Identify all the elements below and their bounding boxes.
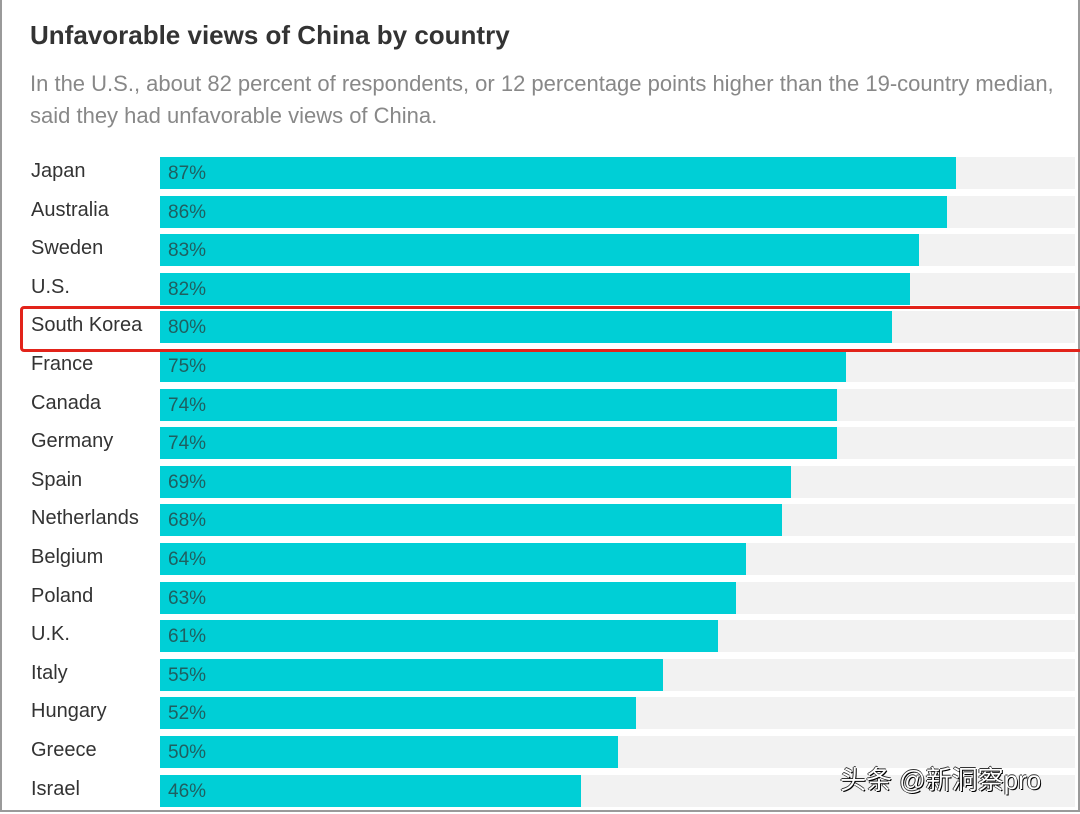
category-label: U.S.	[31, 275, 70, 298]
bar-row: South Korea 80%	[0, 311, 1080, 344]
bar	[160, 774, 581, 807]
category-label: Germany	[31, 430, 114, 453]
value-label: 61%	[168, 626, 207, 648]
bar-row: Poland 63%	[0, 581, 1080, 614]
bar-row: U.K. 61%	[0, 620, 1080, 653]
value-label: 69%	[168, 471, 207, 493]
value-label: 64%	[168, 549, 207, 570]
value-label: 75%	[168, 356, 207, 377]
category-label: Japan	[31, 160, 86, 182]
category-label: Italy	[31, 661, 68, 684]
bar	[160, 697, 636, 730]
category-label: France	[31, 353, 94, 375]
bar	[160, 388, 838, 421]
highlight-box	[20, 306, 1080, 352]
category-label: Greece	[31, 739, 97, 761]
bar	[160, 311, 892, 344]
bar	[160, 427, 838, 460]
value-label: 50%	[168, 742, 207, 763]
value-label: 46%	[168, 780, 207, 802]
bar	[160, 736, 618, 768]
bar	[160, 620, 719, 653]
bar-row: Israel 46%	[0, 774, 1080, 807]
value-label: 55%	[168, 664, 207, 686]
value-label: 74%	[168, 433, 207, 455]
category-label: Australia	[31, 198, 109, 221]
bar-row: Sweden 83%	[0, 234, 1080, 267]
chart-subtitle: In the U.S., about 82 percent of respond…	[30, 71, 1054, 128]
category-label: Netherlands	[31, 507, 139, 530]
bar	[160, 234, 920, 267]
category-label: Canada	[31, 391, 102, 414]
value-label: 52%	[168, 703, 207, 725]
bar-row: Germany 74%	[0, 427, 1080, 460]
bar-row: Hungary 52%	[0, 697, 1080, 730]
category-label: Sweden	[31, 237, 104, 260]
bar-row: Canada 74%	[0, 388, 1080, 421]
bar	[160, 350, 847, 382]
category-label: Spain	[31, 468, 83, 491]
bar	[160, 581, 737, 614]
value-label: 74%	[168, 394, 207, 416]
bar-row: France 75%	[0, 350, 1080, 382]
value-label: 87%	[168, 163, 207, 184]
category-label: Israel	[31, 777, 80, 800]
value-label: 80%	[168, 317, 207, 339]
watermark: 头条 @新洞察pro	[840, 765, 1042, 795]
bar	[160, 465, 792, 498]
bar-row: Japan 87%	[0, 157, 1080, 189]
value-label: 63%	[168, 587, 207, 609]
bar	[160, 157, 957, 189]
bar	[160, 658, 664, 691]
bar-row: Belgium 64%	[0, 543, 1080, 575]
value-label: 86%	[168, 201, 207, 223]
bar-row: Greece 50%	[0, 736, 1080, 768]
bar-row: Spain 69%	[0, 465, 1080, 498]
category-label: Belgium	[31, 546, 104, 568]
category-label: South Korea	[31, 314, 143, 337]
category-label: U.K.	[31, 623, 70, 646]
bar	[160, 504, 783, 537]
bar	[160, 195, 947, 228]
category-label: Hungary	[31, 700, 107, 723]
value-label: 83%	[168, 240, 207, 262]
chart-title: Unfavorable views of China by country	[30, 20, 510, 50]
category-label: Poland	[31, 584, 94, 607]
bar	[160, 272, 911, 305]
bar-row: Italy 55%	[0, 658, 1080, 691]
value-label: 68%	[168, 510, 207, 532]
bar	[160, 543, 746, 575]
value-label: 82%	[168, 278, 207, 300]
bar-row: U.S. 82%	[0, 272, 1080, 305]
bar-row: Australia 86%	[0, 195, 1080, 228]
bar-row: Netherlands 68%	[0, 504, 1080, 537]
